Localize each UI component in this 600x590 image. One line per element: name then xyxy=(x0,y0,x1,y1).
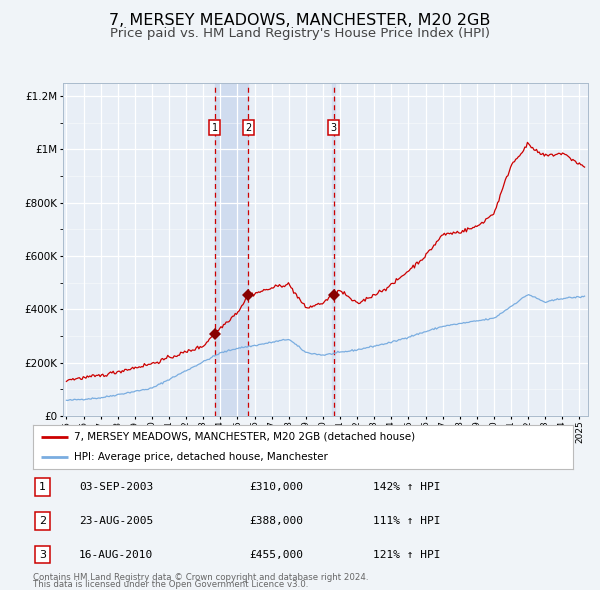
Text: 142% ↑ HPI: 142% ↑ HPI xyxy=(373,483,440,492)
Text: 23-AUG-2005: 23-AUG-2005 xyxy=(79,516,153,526)
Text: £388,000: £388,000 xyxy=(249,516,303,526)
Text: 121% ↑ HPI: 121% ↑ HPI xyxy=(373,550,440,559)
Text: 7, MERSEY MEADOWS, MANCHESTER, M20 2GB (detached house): 7, MERSEY MEADOWS, MANCHESTER, M20 2GB (… xyxy=(74,432,415,442)
Text: £310,000: £310,000 xyxy=(249,483,303,492)
Text: Price paid vs. HM Land Registry's House Price Index (HPI): Price paid vs. HM Land Registry's House … xyxy=(110,27,490,40)
Text: 2: 2 xyxy=(245,123,251,133)
Text: 2: 2 xyxy=(39,516,46,526)
Bar xyxy=(332,83,335,416)
Text: 1: 1 xyxy=(212,123,218,133)
Text: 111% ↑ HPI: 111% ↑ HPI xyxy=(373,516,440,526)
Text: HPI: Average price, detached house, Manchester: HPI: Average price, detached house, Manc… xyxy=(74,452,328,462)
Text: 1: 1 xyxy=(39,483,46,492)
Text: 3: 3 xyxy=(331,123,337,133)
Text: 3: 3 xyxy=(39,550,46,559)
Text: This data is licensed under the Open Government Licence v3.0.: This data is licensed under the Open Gov… xyxy=(33,580,308,589)
Text: 7, MERSEY MEADOWS, MANCHESTER, M20 2GB: 7, MERSEY MEADOWS, MANCHESTER, M20 2GB xyxy=(109,13,491,28)
Text: Contains HM Land Registry data © Crown copyright and database right 2024.: Contains HM Land Registry data © Crown c… xyxy=(33,572,368,582)
Text: £455,000: £455,000 xyxy=(249,550,303,559)
Bar xyxy=(215,83,248,416)
Text: 16-AUG-2010: 16-AUG-2010 xyxy=(79,550,153,559)
Text: 03-SEP-2003: 03-SEP-2003 xyxy=(79,483,153,492)
